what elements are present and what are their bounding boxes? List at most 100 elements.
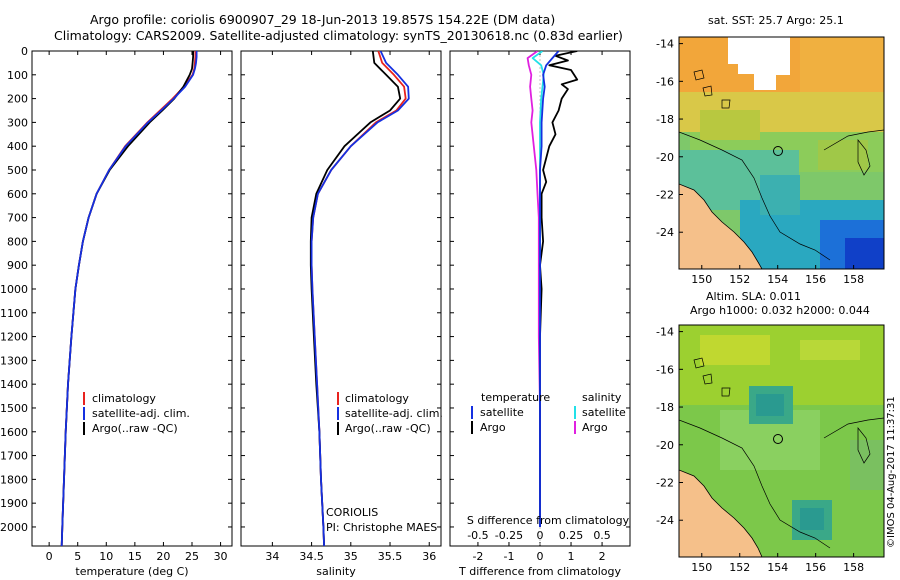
temperature-plot-frame bbox=[31, 50, 233, 547]
depth-tick-label: 0 bbox=[21, 45, 28, 58]
salinity-legend: climatology satellite-adj. clim. Argo(..… bbox=[337, 392, 443, 435]
temperature-xlabel: temperature (deg C) bbox=[75, 565, 188, 578]
difference-series bbox=[526, 51, 579, 546]
salinity-satellite-line bbox=[310, 51, 410, 546]
salinity-series bbox=[309, 51, 410, 546]
depth-tick-label: 500 bbox=[7, 164, 28, 177]
difference-legend: temperature salinity satellite Argo sate… bbox=[471, 391, 626, 434]
map-lat-tick-label: -16 bbox=[656, 363, 674, 376]
salinity-tick-label: 36 bbox=[422, 550, 436, 563]
legend-label: satellite-adj. clim. bbox=[92, 407, 190, 420]
bathymetry-contour bbox=[823, 129, 884, 151]
difference-top-label: S difference from climatology bbox=[467, 514, 630, 527]
argo-float-marker bbox=[773, 146, 783, 156]
map-lat-tick-label: -18 bbox=[656, 113, 674, 126]
sst-map-axes: 150 152 154 156 158 -14 -16 -18 -20 -22 -24 bbox=[656, 38, 864, 286]
map-lat-tick-label: -14 bbox=[656, 326, 674, 339]
difference-xlabel: T difference from climatology bbox=[458, 565, 621, 578]
temperature-legend: climatology satellite-adj. clim. Argo(..… bbox=[83, 392, 190, 435]
map-lat-tick-label: -20 bbox=[656, 439, 674, 452]
depth-tick-label: 200 bbox=[7, 93, 28, 106]
depth-tick-label: 700 bbox=[7, 212, 28, 225]
temperature-x-axis: 0 5 10 15 20 25 30 bbox=[46, 51, 228, 563]
sla-map-subtitle: Argo h1000: 0.032 h2000: 0.044 bbox=[690, 304, 870, 317]
map-lon-tick-label: 154 bbox=[767, 561, 788, 574]
legend-label: climatology bbox=[345, 392, 409, 405]
temperature-satellite-line bbox=[60, 51, 198, 546]
reef-outlines bbox=[857, 427, 871, 464]
depth-tick-label: 1800 bbox=[0, 473, 28, 486]
salinity-tick-label: 34.5 bbox=[299, 550, 324, 563]
map-lon-tick-label: 152 bbox=[729, 273, 750, 286]
depth-axis: 0 100 200 300 400 500 600 700 800 900 1000 1100 1200… bbox=[0, 45, 630, 534]
coastline-land bbox=[679, 469, 763, 557]
bathymetry-contour bbox=[679, 131, 831, 261]
legend-heading-salinity: salinity bbox=[582, 391, 622, 404]
sla-map-frame bbox=[678, 324, 885, 558]
depth-tick-label: 400 bbox=[7, 140, 28, 153]
map-lon-tick-label: 150 bbox=[691, 561, 712, 574]
sla-map-title: Altim. SLA: 0.011 bbox=[706, 290, 802, 303]
salinity-difference-tick-label: -0.5 bbox=[467, 529, 488, 542]
temperature-difference-tick-label: 0 bbox=[537, 550, 544, 563]
salinity-difference-tick-label: 0.5 bbox=[593, 529, 611, 542]
legend-heading-temperature: temperature bbox=[481, 391, 550, 404]
temperature-tick-label: 20 bbox=[156, 550, 170, 563]
temperature-difference-tick-label: 2 bbox=[599, 550, 606, 563]
map-lon-tick-label: 154 bbox=[767, 273, 788, 286]
map-lat-tick-label: -24 bbox=[656, 514, 674, 527]
map-lon-tick-label: 150 bbox=[691, 273, 712, 286]
salinity-tick-label: 35 bbox=[344, 550, 358, 563]
map-lon-tick-label: 152 bbox=[729, 561, 750, 574]
map-lon-tick-label: 156 bbox=[805, 561, 826, 574]
map-lon-tick-label: 158 bbox=[843, 273, 864, 286]
depth-tick-label: 100 bbox=[7, 69, 28, 82]
argo-float-marker bbox=[773, 434, 783, 444]
map-lat-tick-label: -22 bbox=[656, 476, 674, 489]
map-lat-tick-label: -16 bbox=[656, 75, 674, 88]
salinity-x-axis: 34 34.5 35 35.5 36 bbox=[265, 51, 436, 563]
salinity-difference-tick-label: -0.25 bbox=[495, 529, 523, 542]
map-lat-tick-label: -20 bbox=[656, 151, 674, 164]
sst-map-title: sat. SST: 25.7 Argo: 25.1 bbox=[708, 14, 844, 27]
legend-label: Argo(..raw -QC) bbox=[345, 422, 431, 435]
salinity-difference-tick-label: 0.25 bbox=[559, 529, 584, 542]
bathymetry-contour bbox=[823, 417, 884, 439]
depth-tick-label: 1500 bbox=[0, 402, 28, 415]
data-centre-note: CORIOLIS bbox=[326, 506, 378, 519]
coastline-land bbox=[679, 183, 763, 269]
salinity-xlabel: salinity bbox=[316, 565, 356, 578]
depth-tick-label: 1000 bbox=[0, 283, 28, 296]
temperature-satellite-difference-line bbox=[539, 51, 560, 527]
map-lat-tick-label: -24 bbox=[656, 226, 674, 239]
depth-tick-label: 1900 bbox=[0, 497, 28, 510]
depth-tick-label: 300 bbox=[7, 116, 28, 129]
pi-note: PI: Christophe MAES bbox=[326, 521, 437, 534]
sla-map-axes: 150 152 154 156 158 -14 -16 -18 -20 -22 -24 bbox=[656, 326, 864, 574]
salinity-tick-label: 34 bbox=[265, 550, 279, 563]
salinity-tick-label: 35.5 bbox=[378, 550, 403, 563]
temperature-difference-tick-label: -2 bbox=[472, 550, 483, 563]
legend-label: climatology bbox=[92, 392, 156, 405]
temperature-tick-label: 25 bbox=[185, 550, 199, 563]
salinity-argo-difference-line bbox=[526, 51, 541, 527]
temperature-tick-label: 10 bbox=[99, 550, 113, 563]
reef-outlines bbox=[857, 139, 871, 176]
depth-tick-label: 800 bbox=[7, 235, 28, 248]
map-lat-tick-label: -14 bbox=[656, 38, 674, 51]
sst-map bbox=[679, 37, 884, 269]
bathymetry-contour bbox=[679, 419, 831, 549]
legend-label: satellite bbox=[582, 406, 626, 419]
legend-label: satellite-adj. clim. bbox=[345, 407, 443, 420]
depth-tick-label: 1600 bbox=[0, 426, 28, 439]
depth-tick-label: 1100 bbox=[0, 307, 28, 320]
temperature-difference-tick-label: -1 bbox=[503, 550, 514, 563]
legend-label: Argo bbox=[480, 421, 506, 434]
temperature-difference-tick-label: 1 bbox=[568, 550, 575, 563]
sst-map-frame bbox=[678, 36, 885, 270]
map-lon-tick-label: 158 bbox=[843, 561, 864, 574]
depth-tick-label: 1300 bbox=[0, 354, 28, 367]
temperature-tick-label: 30 bbox=[214, 550, 228, 563]
depth-tick-label: 900 bbox=[7, 259, 28, 272]
